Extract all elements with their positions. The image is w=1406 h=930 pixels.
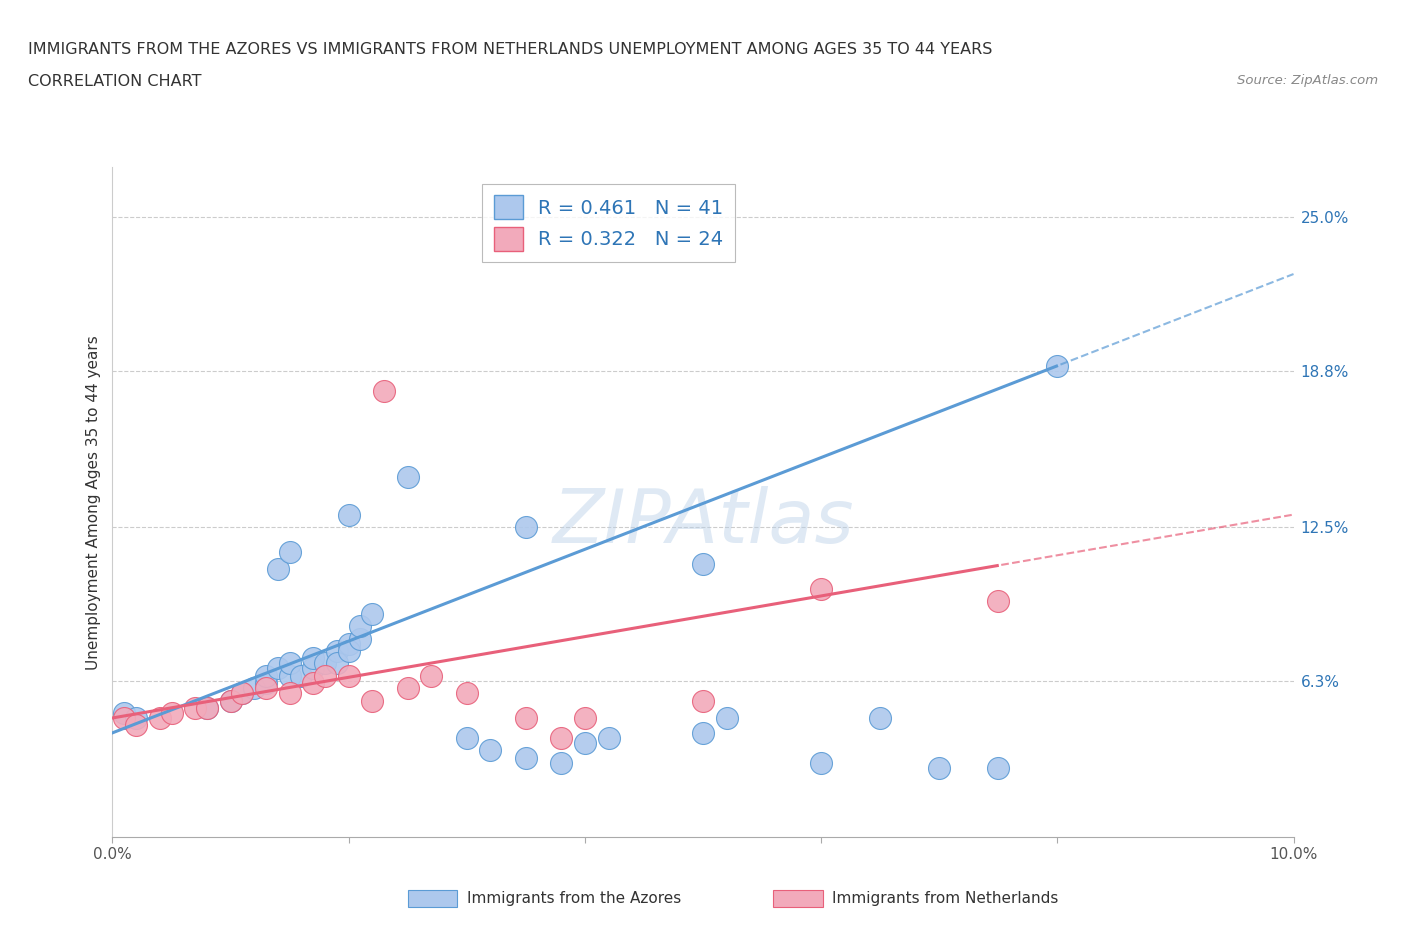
Point xyxy=(987,594,1010,609)
Point xyxy=(195,700,218,715)
Point xyxy=(254,676,277,691)
Point xyxy=(716,711,738,725)
Point xyxy=(278,544,301,559)
Point xyxy=(515,520,537,535)
Point xyxy=(361,693,384,708)
Point xyxy=(598,730,620,745)
Point xyxy=(337,669,360,684)
Point xyxy=(302,661,325,676)
Text: Immigrants from Netherlands: Immigrants from Netherlands xyxy=(832,891,1059,906)
Point xyxy=(349,631,371,646)
Point xyxy=(290,669,312,684)
Point xyxy=(302,676,325,691)
Point xyxy=(326,644,349,658)
Point xyxy=(692,693,714,708)
Legend: R = 0.461   N = 41, R = 0.322   N = 24: R = 0.461 N = 41, R = 0.322 N = 24 xyxy=(482,184,735,262)
Point xyxy=(278,656,301,671)
Point xyxy=(479,743,502,758)
Point xyxy=(243,681,266,696)
Point xyxy=(254,669,277,684)
Point xyxy=(869,711,891,725)
Point xyxy=(515,751,537,765)
Point xyxy=(692,557,714,572)
Point xyxy=(231,685,253,700)
Point xyxy=(349,618,371,633)
Text: Immigrants from the Azores: Immigrants from the Azores xyxy=(467,891,681,906)
Point xyxy=(278,685,301,700)
Point xyxy=(987,760,1010,775)
Point xyxy=(810,581,832,596)
Point xyxy=(267,661,290,676)
Point xyxy=(326,656,349,671)
Point xyxy=(112,706,135,721)
Point xyxy=(314,656,336,671)
Point xyxy=(278,669,301,684)
Point xyxy=(125,718,148,733)
Point xyxy=(267,562,290,577)
Point xyxy=(337,644,360,658)
Point xyxy=(574,711,596,725)
Text: ZIPAtlas: ZIPAtlas xyxy=(553,486,853,558)
Point xyxy=(456,685,478,700)
Point xyxy=(456,730,478,745)
Point xyxy=(810,755,832,770)
Point xyxy=(314,669,336,684)
Y-axis label: Unemployment Among Ages 35 to 44 years: Unemployment Among Ages 35 to 44 years xyxy=(86,335,101,670)
Text: IMMIGRANTS FROM THE AZORES VS IMMIGRANTS FROM NETHERLANDS UNEMPLOYMENT AMONG AGE: IMMIGRANTS FROM THE AZORES VS IMMIGRANTS… xyxy=(28,42,993,57)
Point xyxy=(692,725,714,740)
Point xyxy=(195,700,218,715)
Point xyxy=(515,711,537,725)
Point xyxy=(1046,358,1069,373)
Point xyxy=(302,651,325,666)
Text: Source: ZipAtlas.com: Source: ZipAtlas.com xyxy=(1237,74,1378,87)
Point xyxy=(550,730,572,745)
Point xyxy=(373,383,395,398)
Point xyxy=(184,700,207,715)
Point xyxy=(231,685,253,700)
Point xyxy=(219,693,242,708)
Point xyxy=(254,681,277,696)
Text: CORRELATION CHART: CORRELATION CHART xyxy=(28,74,201,89)
Point xyxy=(337,636,360,651)
Point xyxy=(219,693,242,708)
Point xyxy=(361,606,384,621)
Point xyxy=(420,669,443,684)
Point xyxy=(112,711,135,725)
Point xyxy=(396,470,419,485)
Point xyxy=(396,681,419,696)
Point xyxy=(928,760,950,775)
Point xyxy=(550,755,572,770)
Point xyxy=(149,711,172,725)
Point xyxy=(125,711,148,725)
Point xyxy=(337,507,360,522)
Point xyxy=(160,706,183,721)
Point xyxy=(574,736,596,751)
